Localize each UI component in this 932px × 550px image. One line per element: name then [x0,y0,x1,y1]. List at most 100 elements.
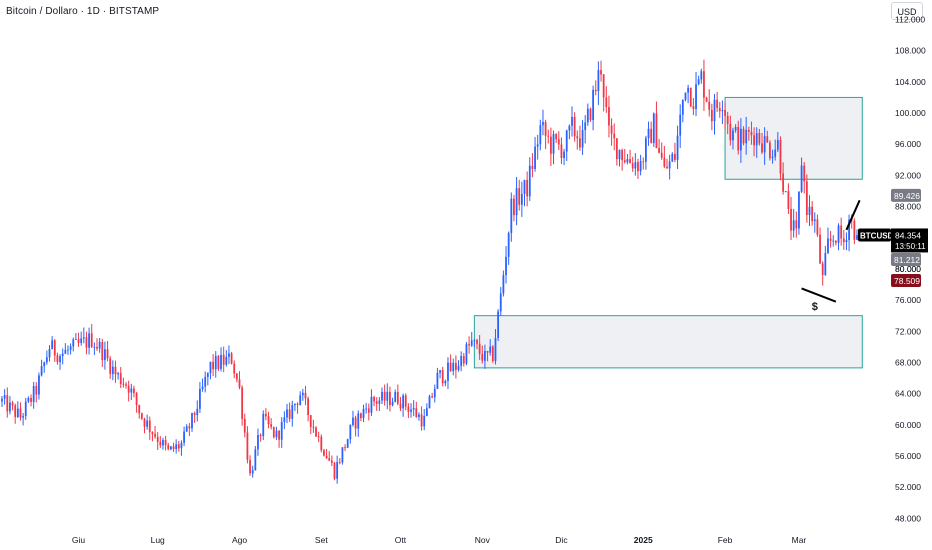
candle-body [431,396,434,398]
candle-body [497,311,500,339]
candle [431,392,434,399]
candle [513,194,515,222]
candle-body [90,333,93,348]
candle [795,211,798,238]
candle-body [67,349,69,351]
candle-body [568,125,571,131]
candle-body [473,340,476,341]
candle [594,80,597,96]
candle-body [771,156,774,159]
candle-body [359,413,362,419]
candle-body [499,293,502,312]
candle [135,391,138,413]
y-tick-label: 88.000 [895,202,921,212]
candle [346,438,349,449]
candle [225,350,228,367]
candle [811,201,814,226]
candle-body [201,386,204,389]
candle [96,338,98,351]
candle [336,455,339,484]
candle-body [584,122,587,131]
candle [708,89,711,117]
candle-body [816,219,819,235]
candle [771,149,774,164]
candle-body [96,346,98,349]
candle-body [447,362,449,381]
candle-body [375,401,378,404]
y-tick-label: 52.000 [895,482,921,492]
candle-body [51,340,54,350]
annotation-text: $ [812,301,818,313]
x-tick-label: Set [315,535,328,545]
countdown-text: 13:50:11 [895,242,926,251]
candle-body [594,89,597,92]
candle [505,246,507,284]
candle-body [140,413,143,419]
candle-body [320,436,323,451]
candle [98,337,101,353]
candle [481,345,484,364]
candle-body [196,408,199,416]
candle-body [486,351,489,353]
candle [101,338,104,367]
candle-body [24,401,27,417]
candle-body [798,191,800,229]
candle-body [373,396,375,402]
candle-body [544,122,547,136]
candle [72,337,75,352]
candle [407,403,410,419]
candle [449,354,452,372]
candle [724,102,726,130]
candle-body [523,179,526,195]
candle-body [267,416,270,425]
candle [167,442,170,451]
candle [563,148,565,166]
candle [779,136,782,181]
candle [357,410,360,437]
candle [787,183,790,215]
candle-body [829,238,832,241]
candle-body [742,128,745,144]
candle-body [626,159,629,163]
candle-body [243,418,246,433]
candle [737,120,740,155]
candle [330,455,333,467]
candle [93,342,96,356]
candle [180,440,183,456]
candle [375,397,378,411]
candle [710,103,713,131]
candle [56,352,59,365]
candle [713,94,716,135]
candle [732,127,734,150]
candle [679,104,682,148]
candle [125,382,127,389]
candle-body [354,417,357,429]
candle-body [502,275,505,294]
candle [700,68,703,84]
candle [499,287,502,316]
candle-body [460,356,463,366]
candle [423,409,426,431]
last-price-tag: 84.354 13:50:11 [891,228,928,253]
y-tick-label: 104.000 [895,77,926,87]
candle [183,426,185,447]
y-tick-label: 68.000 [895,357,921,367]
candle [220,347,222,372]
candle [552,130,555,165]
candle [11,400,14,411]
candle [639,154,642,176]
y-tick-label: 112.000 [895,14,925,24]
candle-body [175,444,178,450]
currency-button[interactable]: USD [891,2,923,20]
candle-body [476,340,478,344]
candle [674,142,676,163]
candle-body [795,220,798,229]
y-tick-label: 60.000 [895,420,921,430]
zones-layer [473,96,863,369]
candle [819,227,821,264]
time-axis[interactable]: Giu Lug Ago Set Ott Nov Dic 2025 Feb Mar [72,535,807,545]
candle [520,181,523,217]
overlap-tick-label: 80.000 [895,264,921,274]
candle-body [623,160,626,163]
